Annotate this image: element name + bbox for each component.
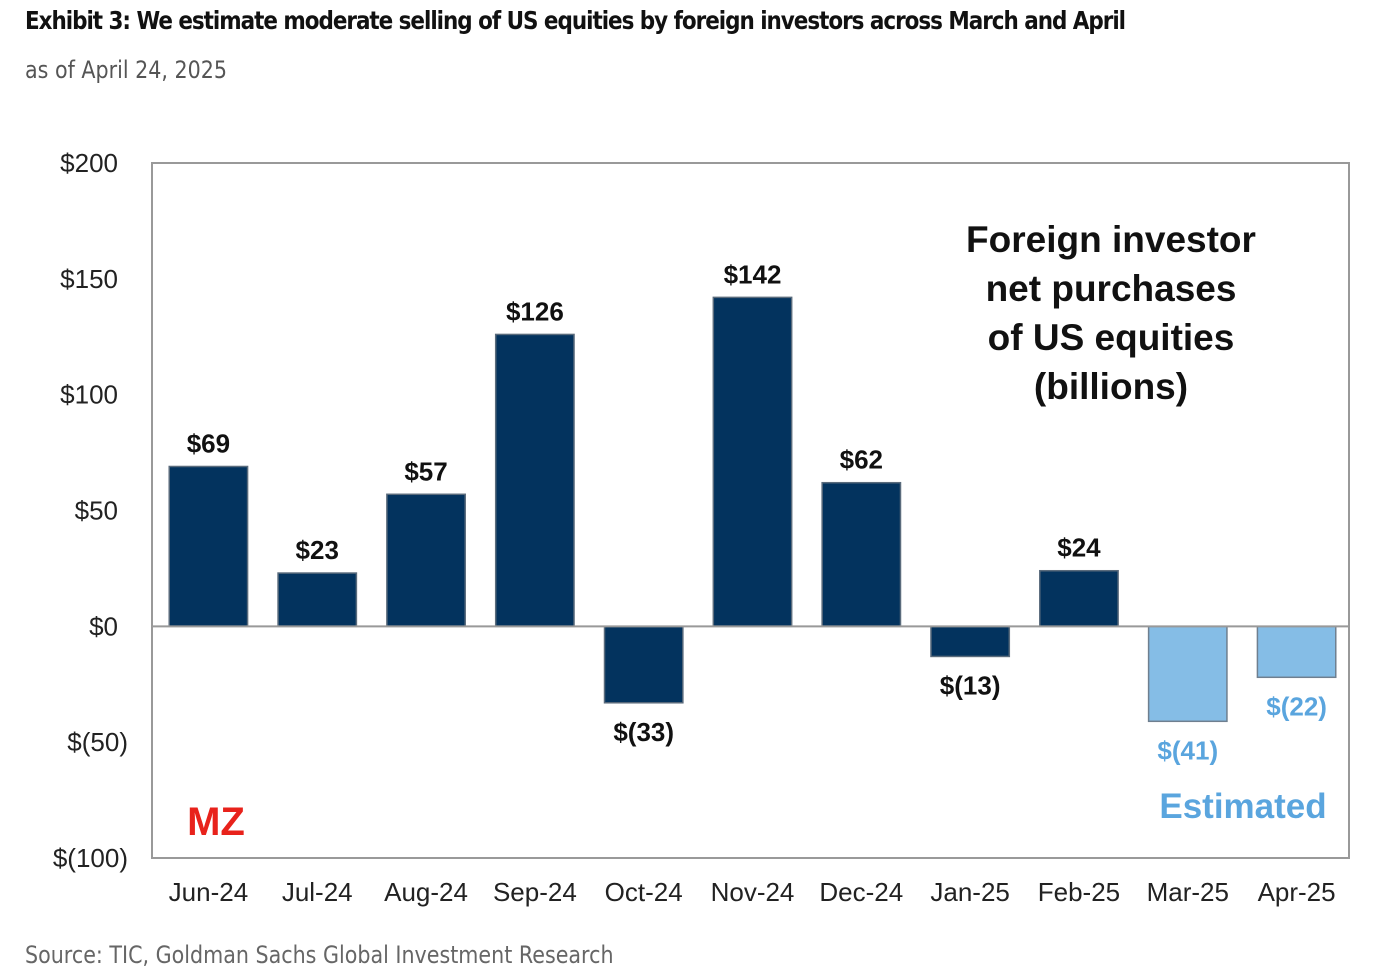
x-tick-label: Sep-24 (493, 877, 577, 907)
y-tick-label: $(50) (67, 727, 128, 757)
chart-title: Exhibit 3: We estimate moderate selling … (25, 6, 1126, 35)
data-label: $62 (840, 445, 883, 475)
y-tick-label: $150 (60, 264, 118, 294)
x-axis: Jun-24 Jul-24 Aug-24 Sep-24 Oct-24 Nov-24 Dec-… (169, 877, 1336, 907)
bar (821, 481, 902, 628)
y-tick-label: $50 (75, 496, 118, 526)
bar (930, 625, 1011, 658)
data-label: $(33) (613, 717, 674, 747)
bar (168, 465, 249, 628)
x-tick-label: Apr-25 (1258, 877, 1336, 907)
data-label: $24 (1057, 533, 1101, 563)
x-tick-label: Feb-25 (1038, 877, 1120, 907)
data-label: $142 (724, 259, 782, 289)
bars (168, 296, 1337, 723)
annotation-line: of US equities (988, 317, 1235, 358)
bar-estimated (1147, 625, 1228, 723)
bar (386, 493, 466, 628)
x-tick-label: Nov-24 (711, 877, 795, 907)
annotation-line: net purchases (986, 268, 1237, 309)
data-label: $69 (187, 428, 230, 458)
bar (712, 296, 793, 628)
data-label: $(22) (1266, 691, 1327, 721)
chart-subtitle: as of April 24, 2025 (25, 56, 228, 84)
data-label: $(41) (1157, 735, 1218, 765)
bar (494, 333, 575, 628)
bar (277, 572, 358, 628)
x-tick-label: Dec-24 (819, 877, 903, 907)
data-label: $23 (296, 535, 339, 565)
y-tick-label: $0 (89, 611, 118, 641)
y-axis: $200 $150 $100 $50 $0 $(50) $(100) (53, 148, 128, 873)
x-tick-label: Jul-24 (282, 877, 353, 907)
x-tick-label: Mar-25 (1147, 877, 1229, 907)
x-tick-label: Aug-24 (384, 877, 468, 907)
x-tick-label: Oct-24 (605, 877, 683, 907)
y-tick-label: $200 (60, 148, 118, 178)
x-tick-label: Jun-24 (169, 877, 249, 907)
bar-estimated (1256, 625, 1337, 679)
annotation-line: Foreign investor (966, 219, 1256, 260)
watermark: MZ (187, 800, 245, 844)
bar (603, 625, 684, 704)
data-label: $126 (506, 296, 564, 326)
annotation-line: (billions) (1034, 366, 1188, 407)
x-tick-label: Jan-25 (930, 877, 1010, 907)
chart-annotation: Foreign investor net purchases of US equit… (966, 219, 1256, 407)
data-label: $(13) (940, 670, 1001, 700)
source-note: Source: TIC, Goldman Sachs Global Invest… (25, 941, 614, 969)
y-tick-label: $100 (60, 380, 118, 410)
data-label: $57 (404, 456, 447, 486)
bar (1039, 569, 1119, 628)
plot-frame (151, 162, 1350, 859)
data-labels: $69 $23 $57 $126 $(33) $142 $62 $(13) $24 $(41) $(… (187, 259, 1327, 765)
y-tick-label: $(100) (53, 843, 128, 873)
estimated-label: Estimated (1159, 787, 1326, 826)
